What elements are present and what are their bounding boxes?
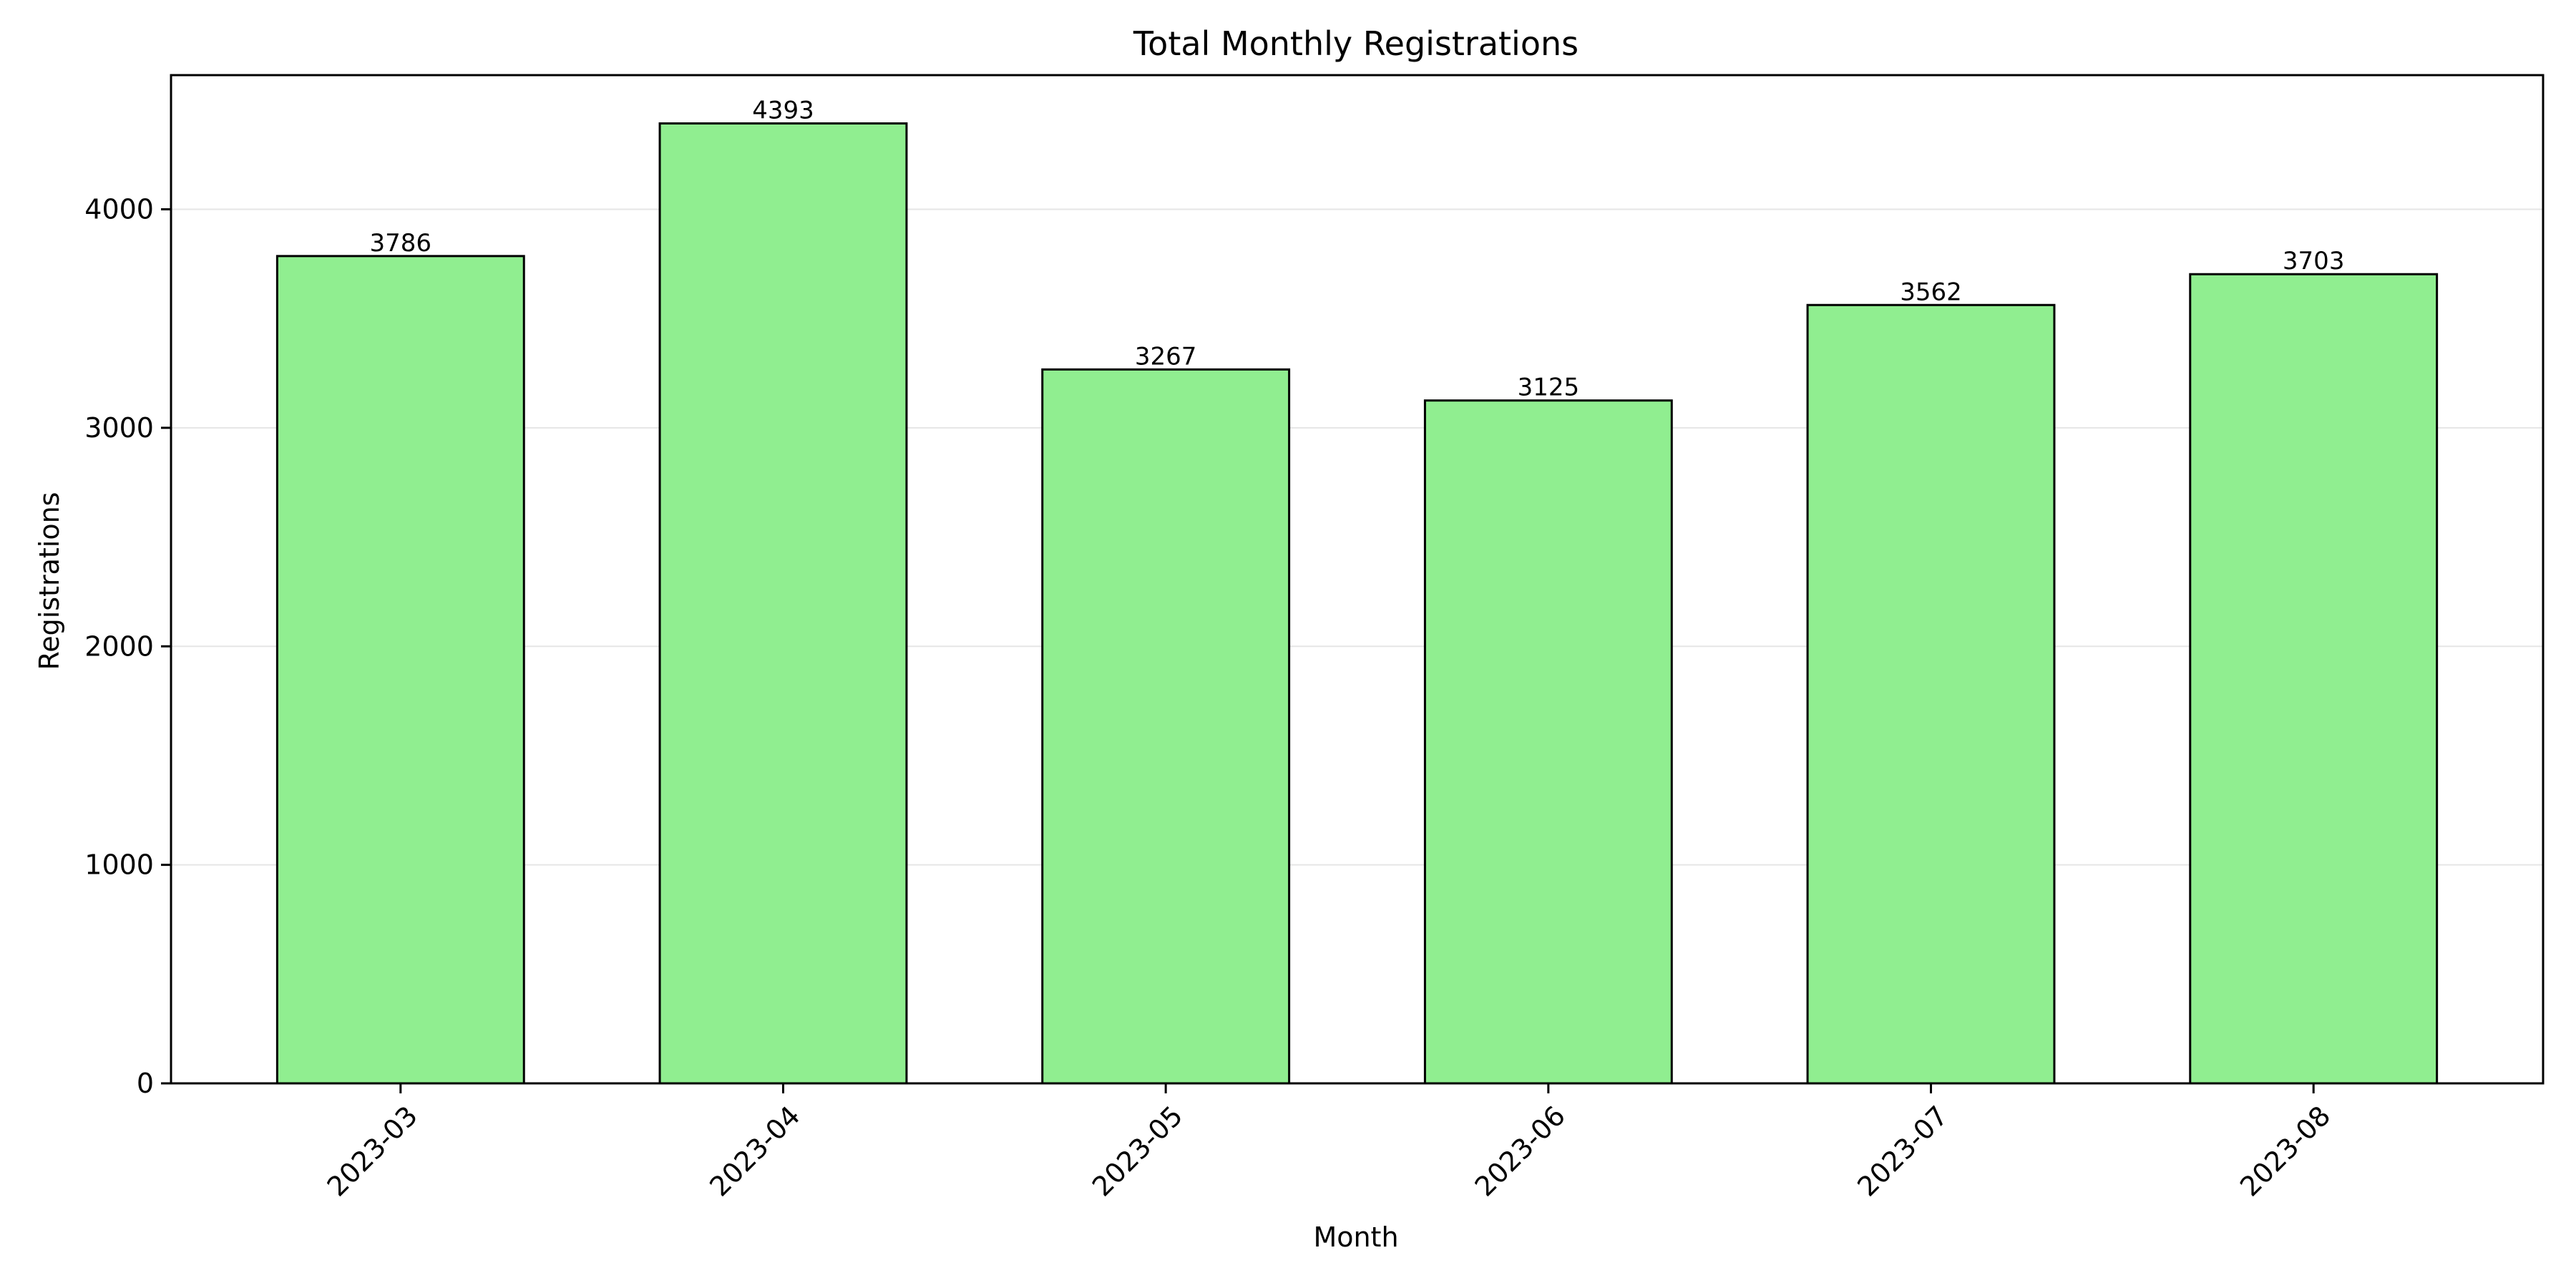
y-tick-label: 2000	[84, 630, 154, 662]
bar	[1423, 399, 1673, 1085]
data-labels: 3786 4393 3267 3125 3562 3703	[370, 96, 2345, 401]
data-label: 3786	[370, 229, 432, 258]
bar	[2189, 273, 2439, 1085]
y-axis-ticks: 0 1000 2000 3000 4000	[84, 194, 171, 1099]
data-label: 3267	[1135, 342, 1197, 371]
bar	[1041, 368, 1291, 1085]
y-tick-label: 0	[137, 1068, 154, 1099]
bars	[275, 122, 2439, 1085]
y-axis-label: Registrations	[34, 492, 65, 670]
plot-frame	[170, 74, 2545, 1085]
bar	[1806, 303, 2056, 1085]
x-axis-label: Month	[1313, 1221, 1398, 1253]
data-label: 3703	[2283, 247, 2345, 275]
chart-title: Total Monthly Registrations	[1133, 24, 1579, 63]
bar	[658, 122, 908, 1085]
bar	[275, 255, 525, 1085]
data-label: 4393	[752, 96, 814, 125]
data-label: 3562	[1900, 278, 1962, 306]
y-tick-label: 3000	[84, 412, 154, 444]
y-tick-label: 1000	[84, 849, 154, 881]
y-tick-label: 4000	[84, 194, 154, 225]
gridlines	[171, 208, 2543, 866]
data-label: 3125	[1518, 374, 1580, 402]
